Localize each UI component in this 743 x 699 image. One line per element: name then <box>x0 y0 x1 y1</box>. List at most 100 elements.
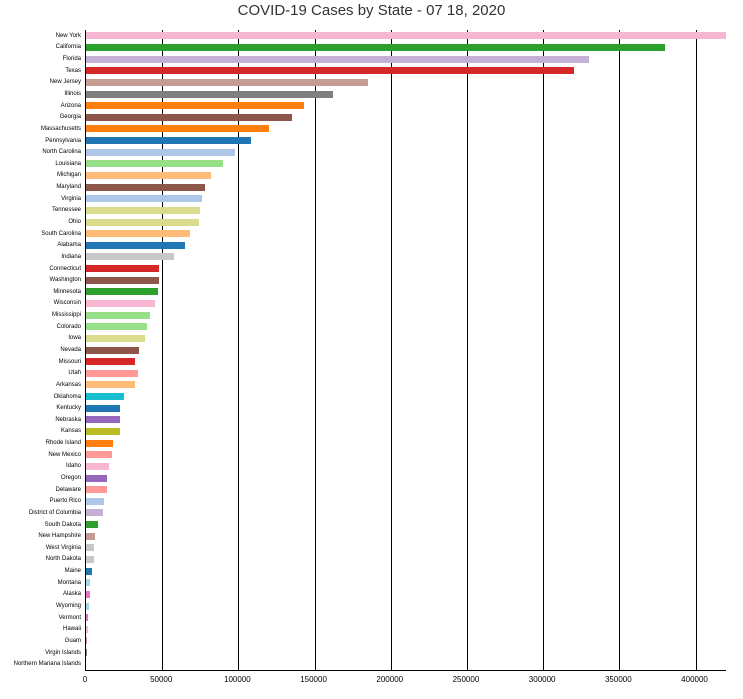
bar <box>86 114 292 121</box>
bar <box>86 219 199 226</box>
bar <box>86 242 185 249</box>
gridline <box>467 30 468 670</box>
x-tick-label: 150000 <box>300 675 327 684</box>
y-axis-label: Minnesota <box>53 289 81 295</box>
bar <box>86 102 304 109</box>
gridline <box>315 30 316 670</box>
bar <box>86 79 368 86</box>
y-axis-label: Maryland <box>56 184 81 190</box>
x-tick-label: 300000 <box>529 675 556 684</box>
x-tick-label: 250000 <box>453 675 480 684</box>
bar <box>86 428 120 435</box>
y-axis-label: Wisconsin <box>54 300 81 306</box>
y-axis-label: Connecticut <box>49 266 81 272</box>
bar <box>86 312 150 319</box>
y-axis-label: South Carolina <box>41 231 81 237</box>
y-axis-label: Missouri <box>59 359 81 365</box>
y-axis-label: Wyoming <box>56 603 81 609</box>
bar <box>86 207 200 214</box>
y-axis-label: Vermont <box>59 615 81 621</box>
bar <box>86 91 333 98</box>
y-axis-label: Washington <box>50 277 81 283</box>
bar <box>86 486 107 493</box>
x-tick-label: 100000 <box>224 675 251 684</box>
gridline <box>696 30 697 670</box>
y-axis-label: New Mexico <box>48 452 81 458</box>
bar <box>86 521 98 528</box>
chart-title: COVID-19 Cases by State - 07 18, 2020 <box>0 0 743 23</box>
bar <box>86 405 120 412</box>
bar <box>86 67 574 74</box>
bar <box>86 509 103 516</box>
y-axis-label: Colorado <box>57 324 81 330</box>
y-axis-label: Indiana <box>61 254 81 260</box>
bar <box>86 149 235 156</box>
y-axis-label: Georgia <box>60 114 81 120</box>
bar <box>86 556 94 563</box>
bar <box>86 626 88 633</box>
bar <box>86 172 211 179</box>
bar <box>86 370 138 377</box>
y-axis-label: Alabama <box>57 242 81 248</box>
x-tick-label: 400000 <box>681 675 708 684</box>
bar <box>86 603 89 610</box>
bar <box>86 277 159 284</box>
y-axis-label: Mississippi <box>52 312 81 318</box>
y-axis-label: Maine <box>65 568 81 574</box>
bar <box>86 440 113 447</box>
y-axis-label: Iowa <box>68 335 81 341</box>
y-axis-label: Montana <box>58 580 81 586</box>
y-axis-label: Pennsylvania <box>45 138 81 144</box>
y-axis-label: Alaska <box>63 591 81 597</box>
y-axis-label: Louisiana <box>55 161 81 167</box>
y-axis-label: Arkansas <box>56 382 81 388</box>
gridline <box>619 30 620 670</box>
bar <box>86 393 124 400</box>
bar <box>86 544 94 551</box>
bar <box>86 335 145 342</box>
y-axis-label: Arizona <box>61 103 81 109</box>
y-axis-label: North Carolina <box>42 149 81 155</box>
x-tick-label: 200000 <box>376 675 403 684</box>
plot-area <box>85 30 726 671</box>
y-axis-label: North Dakota <box>46 556 81 562</box>
bar <box>86 614 88 621</box>
gridline <box>391 30 392 670</box>
y-axis-label: Northern Mariana Islands <box>14 661 81 667</box>
y-axis-label: Hawaii <box>63 626 81 632</box>
bar <box>86 230 190 237</box>
bar <box>86 451 112 458</box>
bar <box>86 568 92 575</box>
y-axis-label: Florida <box>63 56 81 62</box>
bar <box>86 498 104 505</box>
y-axis-label: District of Columbia <box>29 510 81 516</box>
y-axis-label: New Jersey <box>50 79 81 85</box>
y-axis-label: West Virginia <box>46 545 81 551</box>
y-axis-label: Oklahoma <box>54 394 81 400</box>
y-axis-label: Illinois <box>64 91 81 97</box>
bar <box>86 195 202 202</box>
bar <box>86 579 90 586</box>
y-axis-label: South Dakota <box>45 522 81 528</box>
y-axis-label: New Hampshire <box>38 533 81 539</box>
y-axis-label: Delaware <box>56 487 81 493</box>
bar <box>86 533 95 540</box>
bar <box>86 358 135 365</box>
bar <box>86 137 251 144</box>
bar <box>86 323 147 330</box>
x-tick-label: 0 <box>83 675 87 684</box>
y-axis-label: California <box>56 44 81 50</box>
bar <box>86 591 90 598</box>
y-axis-label: Oregon <box>61 475 81 481</box>
bar <box>86 463 109 470</box>
bar <box>86 347 139 354</box>
bar <box>86 300 155 307</box>
x-tick-label: 50000 <box>150 675 172 684</box>
y-axis-label: Nevada <box>60 347 81 353</box>
bar <box>86 160 223 167</box>
y-axis-label: Virgin Islands <box>45 650 81 656</box>
y-axis-label: Kentucky <box>56 405 81 411</box>
y-axis-label: Nebraska <box>55 417 81 423</box>
chart-container: COVID-19 Cases by State - 07 18, 2020 0 5… <box>0 0 743 699</box>
bar <box>86 125 269 132</box>
